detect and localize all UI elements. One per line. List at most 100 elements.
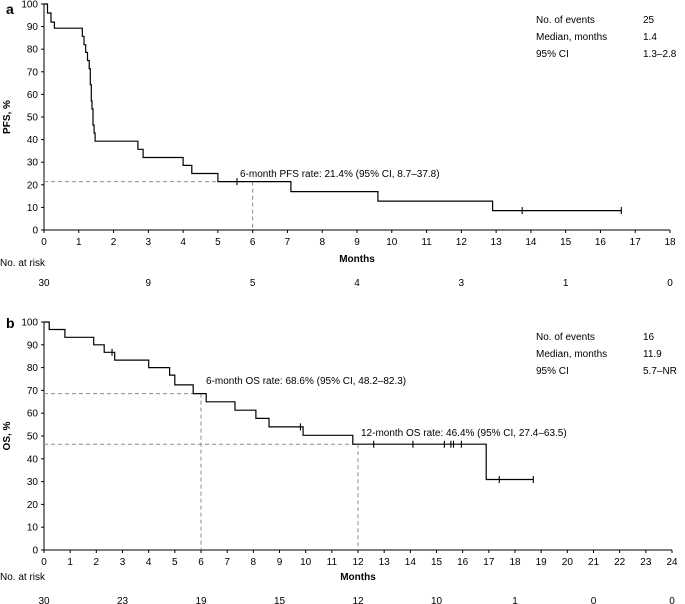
y-axis-label-b: OS, % [2,421,13,450]
x-tick-label-a-1: 1 [76,237,82,248]
x-tick-label-a-14: 14 [525,237,537,248]
x-tick-label-a-5: 5 [215,237,221,248]
x-tick-label-b-19: 19 [536,557,548,568]
y-tick-label-a-80: 80 [27,45,39,56]
x-tick-label-b-11: 11 [327,557,338,568]
risk-count-a-0: 30 [38,278,50,289]
x-tick-label-b-16: 16 [457,557,469,568]
stat-label-a-2: 95% CI [536,49,569,60]
panel-letter-b: b [6,315,15,331]
y-tick-label-a-100: 100 [21,0,38,11]
stat-value-b-2: 5.7–NR [643,366,677,377]
y-tick-label-a-50: 50 [27,113,39,124]
x-tick-label-a-3: 3 [146,237,152,248]
x-tick-label-b-1: 1 [67,557,73,568]
y-tick-label-a-90: 90 [27,22,39,33]
y-tick-label-a-0: 0 [32,226,38,237]
x-tick-label-b-3: 3 [120,557,126,568]
x-tick-label-b-8: 8 [251,557,257,568]
y-tick-label-b-10: 10 [27,523,39,534]
risk-count-a-18: 0 [667,278,673,289]
x-tick-label-b-10: 10 [300,557,312,568]
x-tick-label-b-14: 14 [405,557,417,568]
y-tick-label-b-90: 90 [27,340,39,351]
risk-count-a-15: 1 [563,278,569,289]
x-tick-label-b-9: 9 [277,557,283,568]
stat-label-a-1: Median, months [536,32,607,43]
risk-count-b-18: 1 [512,596,518,604]
stat-label-a-0: No. of events [536,15,595,26]
y-tick-label-a-30: 30 [27,158,39,169]
panel-letter-a: a [6,1,14,17]
x-tick-label-b-15: 15 [431,557,443,568]
x-tick-label-a-18: 18 [664,237,676,248]
x-tick-label-b-21: 21 [588,557,600,568]
x-tick-label-b-2: 2 [94,557,100,568]
stat-value-b-0: 16 [643,332,655,343]
y-axis-label-a: PFS, % [2,100,13,134]
x-tick-label-b-20: 20 [562,557,574,568]
x-tick-label-a-15: 15 [560,237,572,248]
risk-count-a-6: 5 [250,278,256,289]
x-tick-label-b-6: 6 [198,557,204,568]
y-tick-label-b-70: 70 [27,386,39,397]
x-tick-label-a-9: 9 [354,237,360,248]
x-tick-label-a-13: 13 [491,237,503,248]
y-tick-label-b-80: 80 [27,363,39,374]
risk-count-b-6: 19 [195,596,207,604]
y-tick-label-a-70: 70 [27,67,39,78]
x-tick-label-a-8: 8 [319,237,325,248]
x-tick-label-b-18: 18 [509,557,521,568]
risk-count-b-0: 30 [38,596,50,604]
stat-value-a-0: 25 [643,15,655,26]
km-curve-b [44,321,534,481]
x-tick-label-b-23: 23 [640,557,652,568]
risk-count-b-21: 0 [591,596,597,604]
y-tick-label-a-10: 10 [27,203,39,214]
x-tick-label-b-17: 17 [483,557,495,568]
km-curve-a [44,3,622,212]
y-tick-label-b-100: 100 [21,318,38,329]
risk-title-a: No. at risk [0,258,46,269]
stat-label-b-1: Median, months [536,349,607,360]
x-tick-label-a-11: 11 [421,237,432,248]
x-axis-label-b: Months [340,572,376,583]
x-tick-label-a-4: 4 [180,237,186,248]
risk-count-b-3: 23 [117,596,129,604]
stat-label-b-0: No. of events [536,332,595,343]
y-tick-label-a-20: 20 [27,180,39,191]
y-tick-label-a-40: 40 [27,135,39,146]
x-tick-label-b-0: 0 [41,557,47,568]
risk-count-b-15: 10 [431,596,443,604]
annotation-b-1: 12-month OS rate: 46.4% (95% CI, 27.4–63… [361,428,567,439]
risk-count-b-9: 15 [274,596,286,604]
x-tick-label-a-6: 6 [250,237,256,248]
y-tick-label-a-60: 60 [27,90,39,101]
risk-title-b: No. at risk [0,572,46,583]
y-tick-label-b-40: 40 [27,454,39,465]
x-tick-label-b-7: 7 [224,557,230,568]
x-tick-label-a-12: 12 [456,237,468,248]
stat-value-a-1: 1.4 [643,32,657,43]
risk-count-a-12: 3 [459,278,465,289]
x-tick-label-b-4: 4 [146,557,152,568]
annotation-b-0: 6-month OS rate: 68.6% (95% CI, 48.2–82.… [206,376,406,387]
stat-label-b-2: 95% CI [536,366,569,377]
stat-value-b-1: 11.9 [643,349,662,360]
x-tick-label-a-0: 0 [41,237,47,248]
stat-value-a-2: 1.3–2.8 [643,49,677,60]
x-tick-label-b-5: 5 [172,557,178,568]
x-tick-label-b-12: 12 [352,557,364,568]
y-tick-label-b-60: 60 [27,409,39,420]
x-axis-label-a: Months [339,254,375,265]
risk-count-a-9: 4 [354,278,360,289]
x-tick-label-a-7: 7 [285,237,291,248]
x-tick-label-a-2: 2 [111,237,117,248]
risk-count-a-3: 9 [146,278,152,289]
y-tick-label-b-20: 20 [27,500,39,511]
x-tick-label-b-13: 13 [379,557,391,568]
x-tick-label-a-16: 16 [595,237,607,248]
y-tick-label-b-0: 0 [32,546,38,557]
annotation-a-0: 6-month PFS rate: 21.4% (95% CI, 8.7–37.… [240,169,440,180]
